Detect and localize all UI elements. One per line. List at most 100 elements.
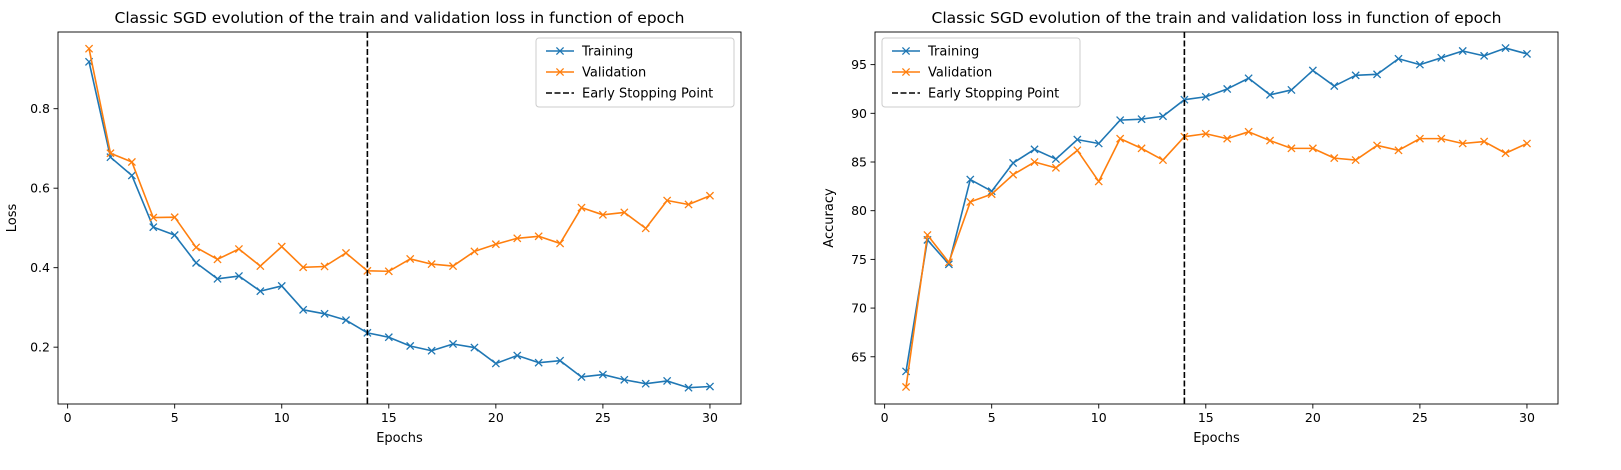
data-point	[277, 242, 286, 251]
legend-marker	[901, 67, 911, 77]
data-point	[1009, 170, 1018, 179]
plot-frame	[874, 31, 1559, 405]
data-point	[170, 213, 179, 222]
data-point	[663, 376, 672, 386]
data-point	[1437, 53, 1446, 62]
data-point	[1437, 134, 1446, 143]
data-point	[663, 196, 672, 205]
y-tick-label: 0.2	[30, 340, 50, 355]
data-point	[684, 383, 693, 392]
legend-label: Validation	[582, 66, 646, 81]
x-tick-label: 30	[702, 410, 718, 425]
data-point	[1415, 134, 1424, 143]
data-point	[1308, 144, 1317, 153]
legend-label: Training	[927, 45, 979, 60]
y-tick-label: 0.6	[30, 181, 50, 196]
data-point	[320, 309, 329, 318]
plot-frame	[57, 31, 742, 405]
y-axis-label: Loss	[5, 204, 20, 233]
y-tick-label: 80	[851, 203, 867, 218]
data-point	[448, 262, 458, 271]
data-point	[1094, 177, 1103, 186]
data-point	[299, 263, 308, 272]
data-point	[944, 260, 953, 269]
data-point	[427, 260, 436, 269]
data-point	[1351, 155, 1360, 165]
series-line	[905, 47, 1528, 372]
data-point	[1201, 92, 1210, 101]
y-tick-label: 0.8	[30, 101, 50, 116]
data-point	[1394, 146, 1403, 155]
data-point	[1330, 154, 1339, 163]
data-point	[1287, 85, 1296, 95]
data-point	[384, 267, 393, 276]
x-tick-label: 25	[595, 410, 611, 425]
data-point	[256, 262, 265, 271]
data-point	[1030, 157, 1039, 167]
data-point	[987, 187, 996, 196]
data-point	[641, 224, 650, 233]
data-point	[299, 305, 308, 314]
series-training	[84, 57, 715, 392]
y-tick-label: 95	[851, 57, 867, 72]
data-point	[1244, 74, 1253, 83]
data-point	[491, 359, 500, 368]
data-point	[1394, 54, 1403, 63]
x-tick-label: 20	[488, 410, 504, 425]
chart-title: Classic SGD evolution of the train and v…	[932, 9, 1502, 27]
data-point	[513, 351, 522, 360]
legend-box	[535, 37, 735, 108]
data-point	[1265, 136, 1275, 145]
legend-label: Validation	[928, 66, 992, 81]
legend-box	[881, 37, 1081, 108]
data-point	[406, 254, 415, 263]
data-point	[127, 171, 136, 180]
legend-marker	[555, 67, 565, 77]
data-point	[213, 274, 222, 283]
data-point	[1480, 137, 1489, 146]
y-axis-label: Accuracy	[822, 188, 837, 248]
x-tick-label: 0	[64, 410, 72, 425]
data-point	[192, 243, 201, 252]
series-validation	[901, 127, 1532, 392]
data-point	[1351, 71, 1360, 80]
data-point	[1158, 112, 1168, 121]
data-point	[1458, 139, 1467, 148]
data-point	[192, 258, 201, 267]
data-point	[427, 346, 436, 355]
data-point	[170, 231, 179, 240]
x-tick-label: 25	[1412, 410, 1428, 425]
data-point	[1201, 129, 1210, 138]
y-tick-label: 75	[851, 252, 867, 267]
data-point	[684, 200, 693, 209]
data-point	[234, 271, 243, 281]
data-point	[577, 372, 586, 382]
data-point	[1051, 163, 1060, 172]
data-point	[1158, 155, 1168, 165]
legend-label: Early Stopping Point	[928, 87, 1059, 102]
data-point	[341, 248, 351, 258]
data-point	[234, 244, 243, 254]
data-point	[384, 333, 393, 342]
data-point	[966, 175, 975, 184]
x-tick-label: 20	[1305, 410, 1321, 425]
data-point	[944, 258, 953, 267]
legend-label: Early Stopping Point	[582, 87, 713, 102]
data-point	[320, 262, 329, 271]
data-point	[556, 239, 565, 248]
data-point	[598, 210, 607, 219]
data-point	[1308, 66, 1317, 75]
data-point	[1480, 51, 1489, 60]
data-point	[1265, 90, 1275, 99]
data-point	[149, 223, 158, 232]
y-tick-label: 65	[851, 349, 867, 364]
data-point	[448, 339, 458, 349]
data-point	[901, 382, 911, 392]
data-point	[966, 197, 975, 206]
data-point	[1094, 139, 1103, 148]
data-point	[923, 230, 932, 240]
data-point	[256, 287, 265, 296]
data-point	[1030, 145, 1039, 154]
data-point	[1415, 60, 1424, 69]
